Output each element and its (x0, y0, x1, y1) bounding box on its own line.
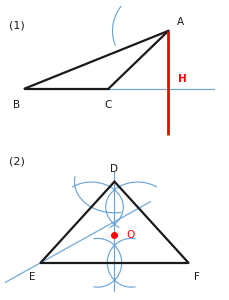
Text: F: F (194, 272, 199, 282)
Text: O: O (126, 230, 135, 240)
Text: (1): (1) (9, 20, 25, 30)
Text: H: H (178, 74, 187, 84)
Text: E: E (29, 272, 36, 282)
Text: B: B (13, 100, 20, 110)
Text: A: A (177, 17, 184, 28)
Text: C: C (105, 100, 112, 110)
Text: D: D (111, 164, 118, 174)
Text: (2): (2) (9, 156, 25, 166)
